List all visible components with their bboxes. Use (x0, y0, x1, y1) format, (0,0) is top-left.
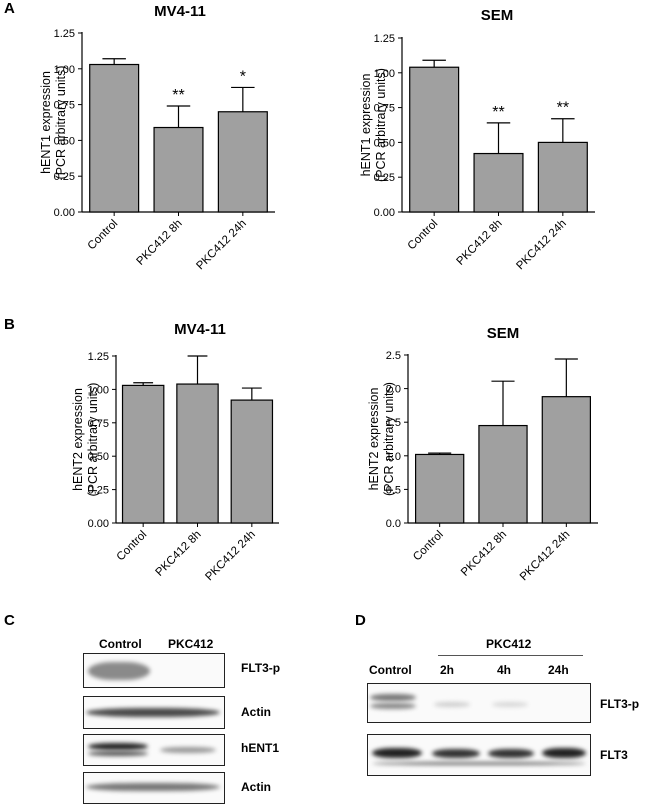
chart1-ytick-label: 0.25 (54, 171, 75, 183)
chart3-bar-1 (121, 384, 165, 524)
panel-label-d: D (355, 612, 366, 629)
blot-c-row-actin-2: Actin (241, 780, 271, 794)
chart4-ytick-label: 0.0 (386, 518, 401, 530)
chart1-bar-3 (217, 111, 268, 213)
chart1-ylabel: hENT1 expression (39, 71, 53, 174)
chart3-title: MV4-11 (174, 321, 226, 338)
chart4-bar-3 (541, 396, 591, 524)
blot-c-row-flt3p: FLT3-p (241, 661, 281, 675)
chart2-category-label-2: PKC412 8h (455, 218, 505, 268)
chart4-bar-1 (415, 453, 465, 524)
chart2-ytick-label: 0.75 (374, 103, 395, 115)
chart2-ytick-label: 1.00 (374, 68, 395, 80)
chart3-category-label-3: PKC412 24h (203, 529, 258, 584)
panel-label-b: B (4, 316, 15, 333)
chart3-ylabel2: (PCR arbitrary units) (86, 383, 100, 497)
chart1-ytick-label: 1.00 (54, 64, 75, 76)
blot-d-row-flt3: FLT3 (600, 748, 628, 762)
chart3-ylabel: hENT2 expression (71, 388, 85, 491)
chart1-ytick-label: 0.75 (54, 100, 75, 112)
blot-d-lane-24h: 24h (548, 663, 569, 677)
blot-c-strip-actin-2 (83, 772, 225, 804)
blot-d-lane-4h: 4h (497, 663, 512, 677)
blot-c-lane-control: Control (99, 637, 142, 651)
blot-d-strip-flt3p (367, 683, 591, 723)
chart3-ytick-label: 1.00 (88, 384, 109, 396)
chart2-ytick-label: 0.25 (374, 172, 395, 184)
panel-label-a: A (4, 0, 15, 17)
blot-d-lane-2h: 2h (440, 663, 455, 677)
chart2-significance-3: ** (557, 100, 569, 117)
chart3-bar-3 (230, 399, 274, 524)
chart4-ytick-label: 0.5 (386, 484, 401, 496)
chart3-bar-2 (176, 383, 219, 524)
panel-label-c: C (4, 612, 15, 629)
chart1-ylabel2: (PCR arbitrary units) (54, 66, 68, 180)
chart4-ytick-label: 2.5 (386, 350, 401, 362)
chart4-category-label-2: PKC412 8h (459, 529, 509, 579)
blot-d-lane-control: Control (369, 663, 412, 677)
blot-d-row-flt3p: FLT3-p (600, 697, 640, 711)
chart4-category-label-1: Control (411, 529, 446, 564)
chart4-ytick-label: 2.0 (386, 384, 401, 396)
chart1-category-label-1: Control (86, 218, 121, 253)
chart1-category-label-3: PKC412 24h (194, 218, 249, 273)
chart4-bar-2 (478, 424, 528, 524)
chart1-ytick-label: 0.50 (54, 135, 75, 147)
blot-d-strip-flt3 (367, 734, 591, 776)
blot-c-strip-hent1 (83, 734, 225, 766)
chart2-category-label-1: Control (406, 218, 441, 253)
chart2-ytick-label: 0.00 (374, 207, 395, 219)
chart4-ytick-label: 1.5 (386, 417, 401, 429)
chart3-category-label-1: Control (115, 529, 150, 564)
chart2-ylabel2: (PCR arbitrary units) (374, 68, 388, 182)
chart1-ytick-label: 0.00 (54, 207, 75, 219)
chart2-ytick-label: 1.25 (374, 33, 395, 45)
chart4-category-label-3: PKC412 24h (518, 529, 573, 584)
chart2-title: SEM (481, 7, 514, 24)
chart4-ylabel: hENT2 expression (367, 388, 381, 491)
blot-c-lane-pkc412: PKC412 (168, 637, 214, 651)
chart3-ytick-label: 0.75 (88, 418, 109, 430)
chart2-significance-2: ** (492, 104, 504, 121)
chart3-ytick-label: 1.25 (88, 351, 109, 363)
chart2-category-label-3: PKC412 24h (514, 218, 569, 273)
blot-c-strip-flt3p (83, 653, 225, 688)
blot-d-group-line (438, 655, 583, 656)
blot-c-row-actin-1: Actin (241, 705, 271, 719)
chart3-category-label-2: PKC412 8h (154, 529, 204, 579)
chart3-ytick-label: 0.00 (88, 518, 109, 530)
chart2-bar-3 (537, 141, 588, 213)
chart2-bar-1 (409, 66, 460, 213)
chart1-bar-2 (153, 126, 204, 213)
chart1-category-label-2: PKC412 8h (135, 218, 185, 268)
chart1-significance-2: ** (172, 87, 184, 104)
chart4-ytick-label: 1.0 (386, 451, 401, 463)
blot-c-row-hent1: hENT1 (241, 741, 280, 755)
chart2-bar-2 (473, 152, 524, 213)
chart3-ytick-label: 0.50 (88, 451, 109, 463)
chart1-ytick-label: 1.25 (54, 28, 75, 40)
blot-d-group-label: PKC412 (486, 637, 532, 651)
chart2-ytick-label: 0.50 (374, 137, 395, 149)
chart1-title: MV4-11 (154, 3, 206, 20)
chart1-bar-1 (89, 63, 140, 213)
chart4-title: SEM (487, 325, 520, 342)
chart4-ylabel2: (PCR arbitrary units) (382, 382, 396, 496)
chart1-significance-3: * (240, 68, 246, 85)
chart2-ylabel: hENT1 expression (359, 74, 373, 177)
chart3-ytick-label: 0.25 (88, 485, 109, 497)
blot-c-strip-actin-1 (83, 696, 225, 729)
